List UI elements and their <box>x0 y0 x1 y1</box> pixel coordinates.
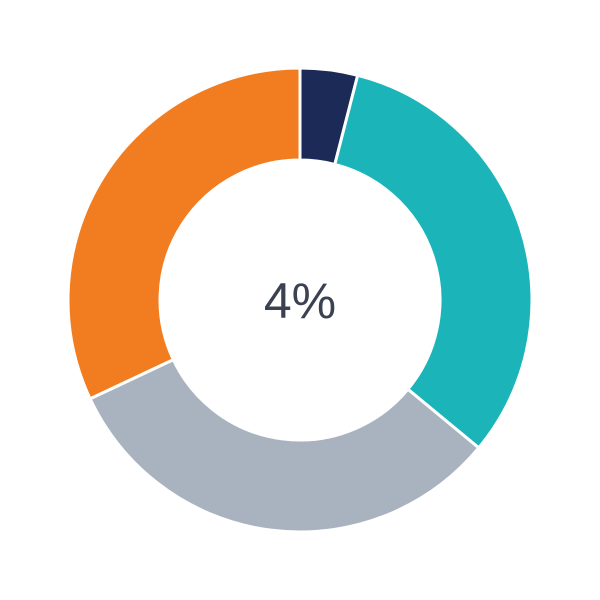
slice-1 <box>332 73 534 450</box>
slice-2 <box>88 357 481 534</box>
center-label: 4% <box>264 273 336 329</box>
slices <box>66 66 534 534</box>
slice-3 <box>66 66 302 401</box>
